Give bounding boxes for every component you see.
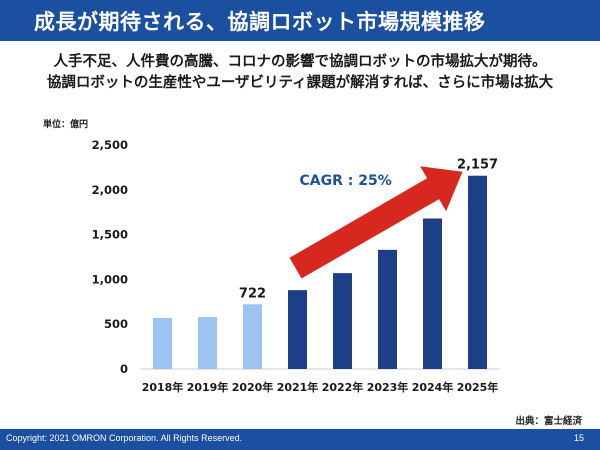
bar-2025年 [468, 175, 487, 369]
cagr-label: CAGR : 25% [300, 173, 392, 189]
x-tick-label: 2021年 [277, 380, 319, 394]
y-tick-label: 2,500 [92, 138, 128, 152]
bar-2019年 [198, 317, 217, 369]
bar-2023年 [378, 249, 397, 369]
subtitle-line-2: 協調ロボットの生産性やユーザビリティ課題が解消すれば、さらに市場は拡大 [46, 75, 554, 91]
cagr-arrow [289, 166, 463, 279]
subtitle-line-1: 人手不足、人件費の高騰、コロナの影響で協調ロボットの市場拡大が期待。 [53, 54, 547, 70]
bar-2024年 [423, 218, 442, 369]
bar-2018年 [153, 317, 172, 369]
data-label: 2,157 [457, 158, 498, 173]
bar-2022年 [333, 273, 352, 369]
x-tick-label: 2025年 [457, 380, 499, 394]
unit-label: 単位：億円 [43, 120, 89, 130]
x-tick-label: 2024年 [412, 380, 454, 394]
title-bar: 成長が期待される、協調ロボット市場規模推移 [0, 0, 600, 41]
y-tick-label: 0 [120, 362, 128, 376]
bar-2020年 [243, 304, 262, 369]
x-tick-label: 2020年 [232, 380, 274, 394]
copyright-text: Copyright: 2021 OMRON Corporation. All R… [6, 433, 243, 443]
bar-2021年 [288, 290, 307, 369]
source-label: 出典：富士経済 [515, 416, 582, 427]
x-tick-label: 2023年 [367, 380, 409, 394]
slide-title: 成長が期待される、協調ロボット市場規模推移 [34, 10, 486, 34]
data-label: 722 [239, 286, 266, 301]
y-tick-label: 1,000 [92, 272, 128, 286]
x-tick-label: 2018年 [142, 380, 184, 394]
y-tick-label: 2,000 [92, 183, 128, 197]
x-tick-label: 2022年 [322, 380, 364, 394]
x-tick-label: 2019年 [187, 380, 229, 394]
page-number: 15 [573, 433, 584, 443]
y-tick-label: 1,500 [92, 228, 128, 242]
y-tick-label: 500 [104, 317, 128, 331]
footer-bar: Copyright: 2021 OMRON Corporation. All R… [0, 429, 600, 450]
